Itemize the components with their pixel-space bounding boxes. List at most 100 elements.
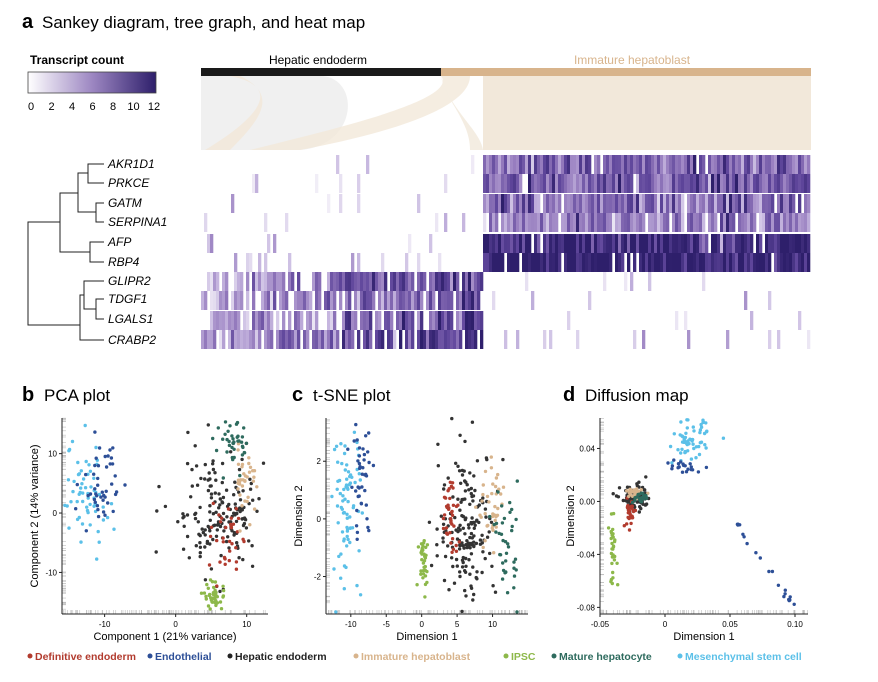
- heatmap-cell: [456, 272, 460, 291]
- heatmap-cell: [615, 194, 619, 213]
- scatter-point: [214, 478, 218, 482]
- heatmap-cell: [798, 155, 802, 174]
- heatmap-cell: [540, 174, 544, 193]
- heatmap-cell: [411, 311, 415, 330]
- heatmap-cell: [801, 253, 805, 272]
- heatmap-cell: [582, 213, 586, 232]
- scatter-point: [467, 526, 471, 530]
- heatmap-cell: [495, 194, 499, 213]
- heatmap-cell: [684, 311, 688, 330]
- scatter-point: [84, 472, 88, 477]
- heatmap-cell: [672, 253, 676, 272]
- scatter-point: [345, 529, 350, 533]
- heatmap-cell: [699, 155, 703, 174]
- scatter-point: [496, 472, 500, 477]
- heatmap-cell: [573, 194, 577, 213]
- heatmap-cell: [615, 213, 619, 232]
- heatmap-cell: [474, 330, 478, 349]
- scatter-point: [628, 493, 632, 497]
- heatmap-cell: [603, 174, 607, 193]
- heatmap-cell: [693, 155, 697, 174]
- heatmap-cell: [246, 272, 250, 291]
- heatmap-cell: [771, 174, 775, 193]
- heatmap-cell: [303, 291, 307, 310]
- scatter-point: [500, 504, 504, 508]
- heatmap-cell: [711, 174, 715, 193]
- scatter-point: [226, 535, 230, 539]
- scatter-point: [460, 541, 464, 545]
- scatter-point: [683, 439, 687, 443]
- scatter-point: [446, 476, 450, 480]
- heatmap-cell: [525, 272, 529, 291]
- heatmap-cell: [720, 194, 724, 213]
- scatter-point: [486, 523, 490, 528]
- scatter-point: [630, 497, 634, 501]
- scatter-point: [216, 426, 220, 430]
- sankey-diagram: Hepatic endoderm Immature hepatoblast: [201, 53, 811, 150]
- heatmap-cell: [714, 234, 718, 253]
- scatter-point: [241, 523, 246, 528]
- scatter-point: [487, 500, 491, 504]
- scatter-point: [214, 448, 219, 453]
- heatmap-cell: [636, 155, 640, 174]
- heatmap-cell: [315, 311, 319, 330]
- heatmap-cell: [585, 155, 589, 174]
- scatter-point: [633, 496, 637, 500]
- heatmap-cell: [444, 174, 448, 193]
- scatter-point: [628, 512, 632, 516]
- scatter-point: [242, 451, 247, 455]
- scatter-point: [204, 594, 208, 599]
- heatmap-cell: [726, 155, 730, 174]
- scatter-point: [199, 591, 204, 595]
- scatter-point: [419, 572, 423, 576]
- heatmap-cell: [420, 291, 424, 310]
- heatmap-cell: [408, 234, 412, 253]
- heatmap-cell: [744, 234, 748, 253]
- heatmap-cell: [792, 174, 796, 193]
- heatmap-cell: [417, 253, 421, 272]
- scatter-point: [685, 426, 689, 430]
- heatmap-cell: [387, 311, 391, 330]
- heatmap-cell: [261, 311, 265, 330]
- heatmap-cell: [627, 213, 631, 232]
- scatter-point: [201, 530, 205, 535]
- colorbar-tick-label: 10: [127, 101, 139, 113]
- scatter-point: [251, 479, 256, 483]
- scatter-point: [342, 451, 347, 456]
- heatmap-cell: [660, 213, 664, 232]
- scatter-point: [689, 438, 694, 442]
- heatmap-cell: [636, 194, 640, 213]
- scatter-point: [214, 599, 218, 603]
- heatmap-cell: [423, 330, 427, 349]
- heatmap-cell: [555, 155, 559, 174]
- heatmap-cell: [480, 311, 484, 330]
- scatter-point: [336, 479, 340, 483]
- heatmap-cell: [732, 213, 736, 232]
- heatmap-cell: [291, 330, 295, 349]
- heatmap-cell: [249, 253, 253, 272]
- heatmap-cell: [795, 253, 799, 272]
- heatmap-cell: [747, 194, 751, 213]
- heatmap-cell: [336, 155, 340, 174]
- scatter-point: [203, 533, 207, 537]
- heatmap-cell: [567, 155, 571, 174]
- scatter-point: [451, 503, 456, 507]
- heatmap-cell: [618, 155, 622, 174]
- scatter-point: [475, 518, 479, 522]
- scatter-point: [155, 509, 159, 513]
- heatmap-cell: [390, 311, 394, 330]
- heatmap-cell: [540, 213, 544, 232]
- panel-d-title: Diffusion map: [585, 386, 689, 405]
- heatmap-cell: [735, 253, 739, 272]
- scatter-point: [238, 529, 242, 533]
- heatmap-cell: [486, 155, 490, 174]
- y-tick-label: -0.08: [577, 603, 596, 612]
- scatter-point: [442, 483, 447, 487]
- scatter-point: [468, 471, 472, 475]
- heatmap-cell: [486, 194, 490, 213]
- heatmap-cell: [786, 234, 790, 253]
- heatmap-cell: [519, 155, 523, 174]
- heatmap-cell: [222, 330, 226, 349]
- scatter-point: [610, 547, 614, 551]
- scatter-point: [99, 495, 103, 499]
